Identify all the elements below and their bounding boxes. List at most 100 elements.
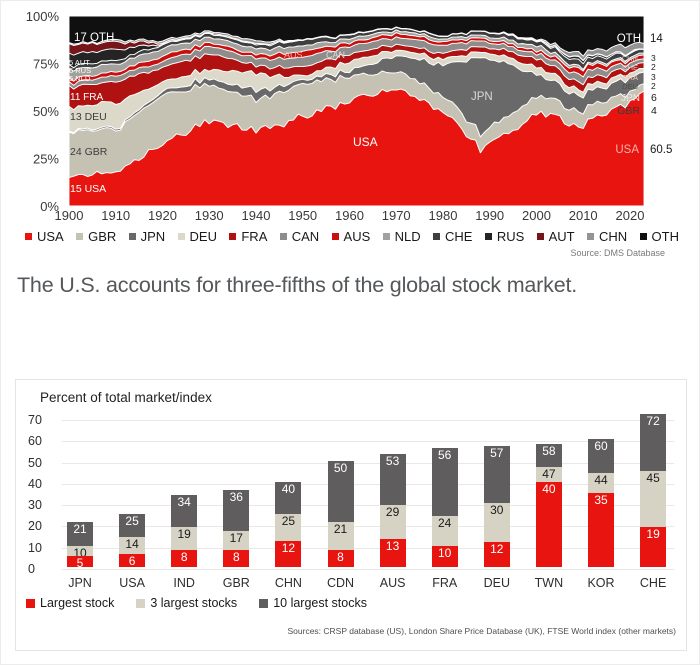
x-axis-label: DEU <box>483 576 510 590</box>
segment-10-largest: 40 <box>275 481 302 514</box>
bar-usa: 25 14 6 <box>119 513 146 568</box>
global-market-share-area-chart: 100% 75% 50% 25% 0%1900 1910 1920 1930 1940 1950 1… <box>26 9 673 223</box>
bar-jpn: 21 10 5 <box>67 522 93 571</box>
x-axis-label: AUS <box>379 576 406 590</box>
legend-item-nld: NLD <box>382 229 421 244</box>
segment-value: 5 <box>76 556 84 571</box>
segment-3-largest: 14 <box>119 537 146 555</box>
segment-value: 19 <box>177 526 191 541</box>
x-axis-tick: 1950 <box>288 208 317 223</box>
bar-cdn: 50 21 8 <box>327 460 354 567</box>
segment-value: 58 <box>542 443 556 458</box>
area-annotation: 14 <box>650 33 663 45</box>
segment-value: 8 <box>232 549 240 564</box>
y-axis-label: 50 <box>28 455 42 470</box>
x-axis-tick: 1970 <box>382 208 411 223</box>
area-annotation: USA <box>353 135 378 149</box>
legend-swatch-icon <box>433 232 440 240</box>
x-axis-label: CDN <box>326 576 355 590</box>
bar-chart-legend: Largest stock 3 largest stocks 10 largest … <box>26 596 367 610</box>
segment-value: 10 <box>73 545 87 560</box>
segment-value: 14 <box>125 537 139 552</box>
gridline <box>62 462 674 464</box>
x-axis-label: JPN <box>68 576 92 590</box>
y-axis-label: 40 <box>28 476 42 491</box>
legend-label: 3 largest stocks <box>150 596 238 610</box>
segment-largest: 12 <box>483 541 510 567</box>
concentration-chart-card: Percent of total market/index 0 10 20 30 40 5… <box>15 379 687 651</box>
area-annotation: 6 <box>651 92 657 104</box>
gridline <box>62 547 674 549</box>
y-axis-label: 30 <box>28 498 42 513</box>
segment-value: 21 <box>73 522 87 537</box>
segment-value: 13 <box>385 539 400 554</box>
x-axis-tick: 1980 <box>429 208 458 223</box>
segment-largest: 8 <box>171 549 198 567</box>
bar-legend-item-3-largest-stocks: 3 largest stocks <box>136 596 237 610</box>
bar-gbr: 36 17 8 <box>223 490 250 567</box>
segment-3-largest: 30 <box>483 503 510 542</box>
segment-10-largest: 57 <box>483 445 510 504</box>
y-axis-tick: 75% <box>33 57 59 72</box>
legend-swatch-icon <box>259 598 269 608</box>
y-axis-label: 20 <box>28 519 42 534</box>
legend-item-deu: DEU <box>177 228 217 244</box>
y-axis-tick: 0% <box>40 199 59 214</box>
gridline <box>62 569 674 570</box>
bar-chart-title: Percent of total market/index <box>40 390 212 405</box>
legend-swatch-icon <box>484 232 492 240</box>
area-band-oth <box>68 15 645 57</box>
segment-value: 10 <box>438 545 452 560</box>
legend-swatch-icon <box>229 232 237 240</box>
segment-10-largest: 72 <box>640 413 667 472</box>
legend-item-can: CAN <box>279 228 320 244</box>
legend-item-rus: RUS <box>484 229 524 244</box>
segment-10-largest: 53 <box>379 454 406 506</box>
area-annotation: AUS <box>284 50 303 60</box>
area-annotation: 17 OTH <box>74 32 114 44</box>
segment-value: 34 <box>177 494 191 509</box>
y-axis-label: 70 <box>28 413 42 427</box>
segment-value: 29 <box>385 505 400 520</box>
area-annotation: DEU <box>622 82 638 91</box>
legend-label: JPN <box>140 228 166 244</box>
y-axis-tick: 50% <box>33 104 59 119</box>
legend-swatch-icon <box>586 232 594 240</box>
x-axis-tick: 1920 <box>148 208 177 223</box>
segment-3-largest: 17 <box>223 530 250 550</box>
segment-value: 50 <box>333 460 348 475</box>
segment-value: 25 <box>125 513 139 528</box>
segment-largest: 13 <box>379 539 406 567</box>
x-axis-tick: 1990 <box>475 208 504 223</box>
segment-value: 25 <box>281 513 296 528</box>
area-annotation: 5 NLD <box>69 74 91 83</box>
headline: The U.S. accounts for three-fifths of th… <box>17 273 577 297</box>
legend-swatch-icon <box>128 232 136 240</box>
segment-3-largest: 25 <box>275 513 302 542</box>
segment-largest: 19 <box>640 526 667 567</box>
segment-value: 35 <box>594 492 608 507</box>
area-annotation: 6 RUS <box>69 66 91 75</box>
area-annotation: 13 DEU <box>70 111 107 123</box>
legend-label: CHN <box>598 228 628 244</box>
y-axis-tick: 25% <box>33 152 59 167</box>
area-annotation: 2 <box>651 81 656 91</box>
segment-value: 8 <box>337 549 344 564</box>
legend-item-che: CHE <box>433 229 472 244</box>
legend-item-usa: USA <box>25 229 64 244</box>
area-annotation: USA <box>615 144 639 156</box>
segment-10-largest: 21 <box>67 522 93 546</box>
area-chart-legend: USA GBR JPN DEU FRA CAN AUS NLD CHE RUS AUT CHN OTH <box>25 228 679 244</box>
area-annotation: CAN <box>326 50 345 60</box>
x-axis-label: KOR <box>587 576 615 590</box>
legend-label: CAN <box>291 228 320 244</box>
bar-che: 72 45 19 <box>640 413 667 567</box>
legend-label: DEU <box>189 228 217 244</box>
segment-value: 24 <box>438 515 452 530</box>
area-annotation: CHN <box>622 54 638 63</box>
bar-legend-item-largest-stock: Largest stock <box>26 596 114 610</box>
gridline <box>62 441 674 443</box>
x-axis-tick: 2000 <box>522 208 551 223</box>
bar-aus: 53 29 13 <box>379 454 406 567</box>
